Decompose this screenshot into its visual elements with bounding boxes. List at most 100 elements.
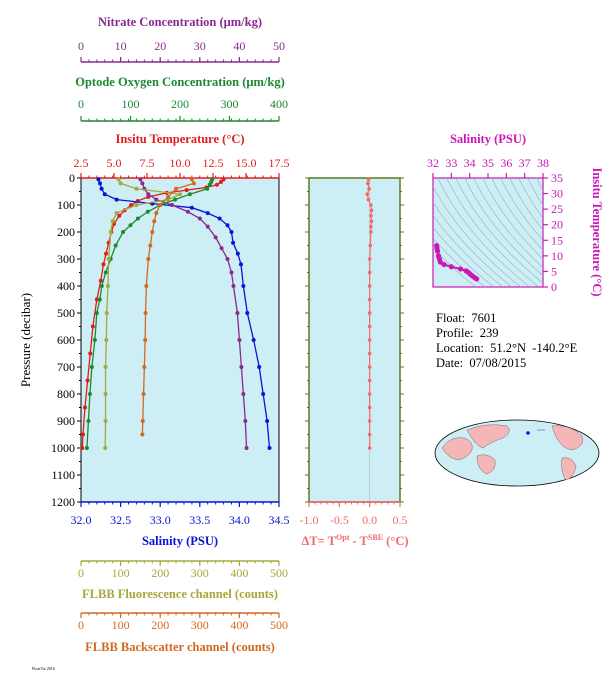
backscatter-tick-label: 500 xyxy=(270,618,288,632)
nitrate-point xyxy=(154,197,159,202)
world-map-icon xyxy=(434,419,600,487)
temperature-axis-label: Insitu Temperature (°C) xyxy=(115,132,244,146)
y-tick-label: 100 xyxy=(57,198,75,212)
salinity-point xyxy=(241,284,246,288)
salinity-point xyxy=(238,262,243,267)
delta-t-point xyxy=(367,432,372,437)
ts-contour xyxy=(433,185,522,287)
date-line: Date: 07/08/2015 xyxy=(436,356,527,370)
fluorescence-point xyxy=(110,219,115,224)
nitrate-point xyxy=(138,177,143,182)
nitrate-point xyxy=(170,203,175,207)
ts-contour xyxy=(559,168,616,297)
nitrate-point xyxy=(235,311,240,315)
nitrate-point xyxy=(244,446,249,450)
ts-contour xyxy=(518,178,543,219)
delta-t-label-part: SBE xyxy=(368,533,383,542)
delta-t-point xyxy=(369,208,374,213)
ts-contour xyxy=(473,178,543,268)
nitrate-point xyxy=(231,284,236,288)
delta-t-axis-label: ΔT= TOpt - TSBE (°C) xyxy=(301,533,408,548)
oxygen-point xyxy=(84,446,89,450)
y-tick-label: 1200 xyxy=(51,495,75,509)
ts-contour xyxy=(433,247,477,287)
oxygen-point xyxy=(145,209,150,214)
oxygen-line xyxy=(86,179,213,449)
delta-t-point xyxy=(367,324,372,329)
salinity-point xyxy=(114,197,119,202)
ts-y-tick-label: 20 xyxy=(551,218,563,232)
delta-t-tick-label: -0.5 xyxy=(330,513,349,527)
ts-x-axis-label: Salinity (PSU) xyxy=(450,132,526,146)
temperature-point xyxy=(88,351,93,356)
temperature-point xyxy=(101,262,106,267)
fluorescence-tick-label: 500 xyxy=(270,566,288,580)
salinity-tick-label: 32.0 xyxy=(71,513,92,527)
ts-contour xyxy=(433,214,504,287)
nitrate-tick-label: 20 xyxy=(154,39,166,53)
location-line: Location: 51.2°N -140.2°E xyxy=(436,341,578,355)
nitrate-point xyxy=(229,270,234,275)
backscatter-point xyxy=(143,311,148,315)
ts-contours xyxy=(433,168,616,297)
temperature-point xyxy=(82,405,87,410)
salinity-point xyxy=(217,216,222,221)
temperature-point xyxy=(129,203,134,207)
fluorescence-axis-label: FLBB Fluorescence channel (counts) xyxy=(82,587,278,601)
backscatter-point xyxy=(191,181,196,186)
delta-t-point xyxy=(369,214,373,218)
ts-y-tick-label: 30 xyxy=(551,187,563,201)
delta-t-point xyxy=(367,338,372,342)
salinity-point xyxy=(251,338,256,342)
delta-t-point xyxy=(368,243,373,248)
ts-contour xyxy=(509,178,543,231)
ts-x-tick-label: 38 xyxy=(537,156,549,170)
ts-x-tick-label: 34 xyxy=(464,156,476,170)
delta-t-point xyxy=(369,219,374,223)
oxygen-tick-label: 0 xyxy=(78,97,84,111)
temperature-tick-label: 2.5 xyxy=(74,156,89,170)
ts-point xyxy=(441,261,447,268)
ts-contour xyxy=(491,178,543,251)
y-tick-label: 1100 xyxy=(51,468,75,482)
float-line: Float: 7601 xyxy=(436,311,497,325)
delta-t-label-part: Opt xyxy=(336,533,350,542)
oxygen-point xyxy=(92,338,97,342)
backscatter-tick-label: 100 xyxy=(112,618,130,632)
fluorescence-point xyxy=(105,284,110,288)
backscatter-axis-label: FLBB Backscatter channel (counts) xyxy=(85,640,275,654)
delta-t-point xyxy=(366,197,371,202)
backscatter-tick-label: 0 xyxy=(78,618,84,632)
ts-point xyxy=(474,276,480,282)
temperature-point xyxy=(80,446,85,450)
ts-y-tick-label: 5 xyxy=(551,264,557,278)
ts-point xyxy=(434,248,441,254)
ts-y-tick-label: 25 xyxy=(551,202,563,216)
ts-contour xyxy=(482,178,543,260)
temperature-point xyxy=(214,182,219,187)
backscatter-tick-label: 400 xyxy=(230,618,248,632)
delta-t-panel xyxy=(308,177,401,503)
ts-x-tick-label: 32 xyxy=(427,156,439,170)
delta-t-point xyxy=(367,365,372,369)
float-info: Float: 7601 Profile: 239 Location: 51.2°… xyxy=(436,311,577,371)
delta-t-point xyxy=(367,297,372,302)
fluorescence-tick-label: 0 xyxy=(78,566,84,580)
temperature-tick-label: 12.5 xyxy=(203,156,224,170)
temperature-point xyxy=(85,378,90,383)
ts-x-tick-label: 37 xyxy=(519,156,531,170)
delta-t-point xyxy=(367,284,372,288)
temperature-point xyxy=(80,432,85,437)
ts-contour xyxy=(455,178,543,284)
oxygen-point xyxy=(94,311,99,315)
oxygen-point xyxy=(99,284,104,288)
nitrate-point xyxy=(243,419,248,423)
ts-contour xyxy=(536,178,543,191)
backscatter-point xyxy=(154,211,159,216)
salinity-point xyxy=(102,192,107,197)
nitrate-point xyxy=(197,216,202,221)
oxygen-tick-label: 100 xyxy=(122,97,140,111)
oxygen-tick-label: 200 xyxy=(171,97,189,111)
salinity-point xyxy=(229,230,234,234)
oxygen-point xyxy=(128,223,133,228)
